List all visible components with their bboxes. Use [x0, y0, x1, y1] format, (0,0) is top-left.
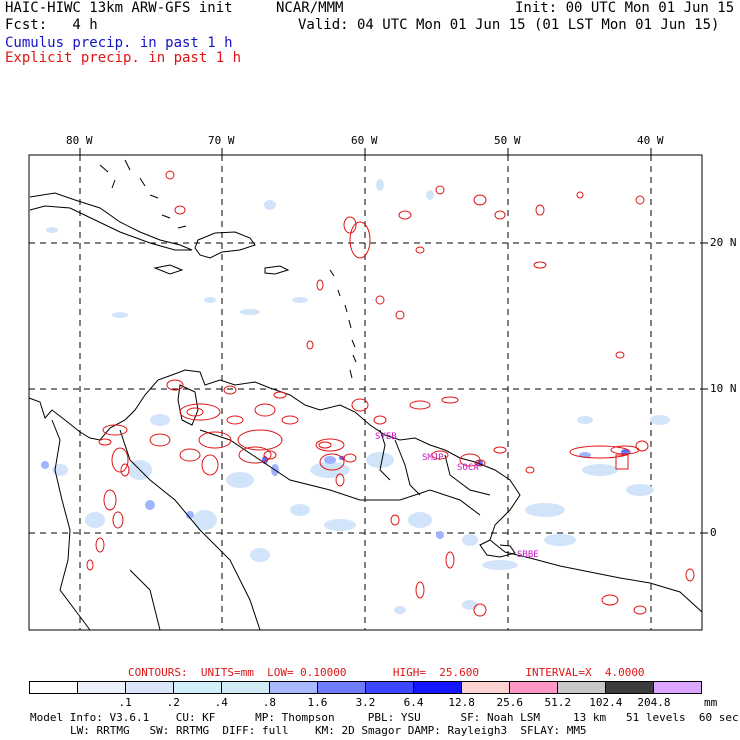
- colorbar-swatch: [126, 682, 174, 693]
- colorbar-label: .4: [214, 696, 228, 709]
- lat-label: 20 N: [710, 236, 737, 249]
- lat-label: 10 N: [710, 382, 737, 395]
- init-time: Init: 00 UTC Mon 01 Jun 15: [515, 0, 735, 16]
- model-title: HAIC-HIWC 13km ARW-GFS init: [5, 0, 233, 16]
- lon-label: 80 W: [66, 134, 93, 147]
- model-info-line1: Model Info: V3.6.1 CU: KF MP: Thompson P…: [30, 711, 739, 724]
- contour-info: CONTOURS: UNITS=mm LOW= 0.10000 HIGH= 25…: [128, 666, 645, 679]
- lon-label: 50 W: [494, 134, 521, 147]
- colorbar-swatch: [318, 682, 366, 693]
- station-label: SYEB: [375, 432, 397, 442]
- colorbar-label: 204.8: [637, 696, 671, 709]
- coastlines: [28, 159, 703, 631]
- model-info-line2: LW: RRTMG SW: RRTMG DIFF: full KM: 2D Sm…: [70, 724, 587, 737]
- colorbar-label: .2: [166, 696, 180, 709]
- lat-lon-grid: [29, 155, 702, 630]
- colorbar-swatch: [462, 682, 510, 693]
- colorbar-swatch: [654, 682, 701, 693]
- colorbar-swatch: [174, 682, 222, 693]
- colorbar-label: 25.6: [496, 696, 523, 709]
- colorbar-swatch: [270, 682, 318, 693]
- colorbar-swatch: [30, 682, 78, 693]
- colorbar-label: 12.8: [448, 696, 475, 709]
- colorbar-label: .8: [262, 696, 276, 709]
- colorbar-label: .1: [118, 696, 132, 709]
- lat-ticks: [702, 242, 708, 534]
- lon-label: 70 W: [208, 134, 235, 147]
- colorbar-label: 102.4: [589, 696, 623, 709]
- colorbar-swatch: [78, 682, 126, 693]
- legend-explicit: Explicit precip. in past 1 h: [5, 50, 242, 66]
- colorbar-swatch: [222, 682, 270, 693]
- lat-label: 0: [710, 526, 717, 539]
- lon-ticks: [79, 148, 652, 155]
- cumulus-precip-mid: [41, 452, 591, 539]
- forecast-hour: Fcst: 4 h: [5, 17, 98, 33]
- colorbar-label: 6.4: [403, 696, 424, 709]
- station-label: SMJP: [422, 453, 444, 463]
- colorbar-label: 1.6: [307, 696, 328, 709]
- colorbar-swatch: [558, 682, 606, 693]
- colorbar: [29, 681, 702, 694]
- station-label: SOCA: [457, 463, 479, 473]
- colorbar-swatch: [606, 682, 654, 693]
- colorbar-unit: mm: [704, 696, 718, 709]
- station-label: SBBE: [517, 550, 539, 560]
- explicit-precip: [86, 170, 695, 617]
- lon-label: 40 W: [637, 134, 664, 147]
- colorbar-label: 51.2: [544, 696, 572, 709]
- legend-cumulus: Cumulus precip. in past 1 h: [5, 35, 233, 51]
- valid-time: Valid: 04 UTC Mon 01 Jun 15 (01 LST Mon …: [298, 17, 720, 33]
- colorbar-swatch: [510, 682, 558, 693]
- colorbar-swatch: [366, 682, 414, 693]
- colorbar-label: 3.2: [355, 696, 376, 709]
- lon-label: 60 W: [351, 134, 378, 147]
- organization-label: NCAR/MMM: [276, 0, 344, 16]
- colorbar-swatch: [414, 682, 462, 693]
